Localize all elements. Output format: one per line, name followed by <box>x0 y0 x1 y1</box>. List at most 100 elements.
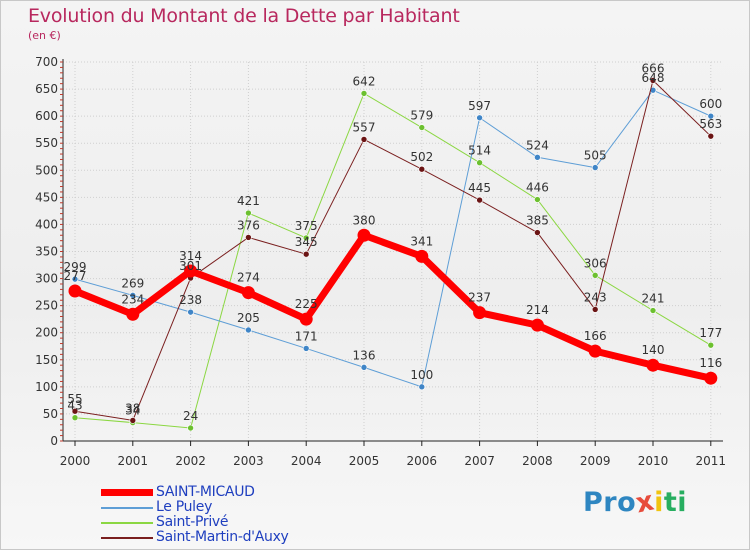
data-label-le-puley: 100 <box>410 368 433 382</box>
data-point-saint-micaud <box>588 344 602 358</box>
y-tick-label: 400 <box>35 217 58 231</box>
data-label-saint-priv-: 446 <box>526 181 549 195</box>
data-label-saint-martin-d-auxy: 301 <box>179 259 202 273</box>
x-tick-label: 2005 <box>349 454 380 468</box>
data-point-le-puley <box>71 275 79 283</box>
data-point-le-puley <box>707 112 715 120</box>
brand-letter: o <box>617 487 637 518</box>
data-label-le-puley: 600 <box>699 97 722 111</box>
legend-item-saint-martin-d-auxy: Saint-Martin-d'Auxy <box>101 530 361 545</box>
data-point-saint-micaud <box>704 371 718 385</box>
y-tick-label: 700 <box>35 55 58 69</box>
data-point-le-puley <box>591 164 599 171</box>
data-point-saint-martin-d-auxy <box>302 250 310 258</box>
legend-swatch-saint-prive <box>101 522 153 524</box>
data-point-saint-micaud <box>68 284 82 298</box>
x-tick-label: 2001 <box>118 454 149 468</box>
data-label-saint-priv-: 421 <box>237 194 260 208</box>
legend-swatch-saint-martin-d-auxy <box>101 537 153 539</box>
data-point-saint-micaud <box>530 318 544 332</box>
data-label-saint-martin-d-auxy: 243 <box>584 290 607 304</box>
data-label-le-puley: 171 <box>295 329 318 343</box>
data-point-saint-martin-d-auxy <box>707 132 715 140</box>
data-point-saint-martin-d-auxy <box>71 407 79 415</box>
data-label-le-puley: 597 <box>468 99 491 113</box>
x-tick-label: 2007 <box>464 454 495 468</box>
data-label-saint-priv-: 306 <box>584 256 607 270</box>
series-line-saint-martin-d-auxy <box>74 79 712 421</box>
data-label-saint-micaud: 225 <box>295 297 318 311</box>
data-label-layer: 43 34 24 421 375 642 579 514 446 306 241 177 299 269 2… <box>64 61 723 423</box>
legend-swatch-saint-micaud <box>101 489 153 496</box>
data-point-le-puley <box>302 345 310 352</box>
data-label-saint-priv-: 579 <box>410 109 433 123</box>
data-label-saint-martin-d-auxy: 502 <box>410 150 433 164</box>
data-point-saint-micaud <box>184 264 198 278</box>
data-label-saint-martin-d-auxy: 445 <box>468 181 491 195</box>
data-label-saint-micaud: 214 <box>526 303 549 317</box>
y-tick-label: 0 <box>50 434 58 448</box>
chart-subtitle: (en €) <box>28 29 61 42</box>
data-label-saint-micaud: 277 <box>64 269 87 283</box>
data-point-le-puley <box>129 292 137 299</box>
data-label-saint-priv-: 34 <box>125 404 140 418</box>
data-point-le-puley <box>418 383 426 391</box>
data-label-saint-micaud: 166 <box>584 329 607 343</box>
data-point-saint-martin-d-auxy <box>129 417 137 424</box>
data-label-saint-priv-: 375 <box>295 219 318 233</box>
data-label-saint-martin-d-auxy: 38 <box>125 401 140 415</box>
data-point-saint-priv- <box>360 90 368 97</box>
legend: SAINT-MICAUD Le Puley Saint-Privé Saint-… <box>101 485 361 545</box>
data-label-saint-micaud: 237 <box>468 291 491 305</box>
legend-swatch-le-puley <box>101 507 153 509</box>
data-point-le-puley <box>187 308 194 316</box>
data-point-saint-martin-d-auxy <box>591 306 599 313</box>
y-tick-label: 350 <box>35 245 58 259</box>
data-label-saint-micaud: 140 <box>642 343 665 357</box>
data-point-saint-martin-d-auxy <box>245 234 252 241</box>
data-label-saint-micaud: 341 <box>410 234 433 248</box>
proxiti-logo: Proxiti <box>583 485 688 519</box>
data-label-saint-micaud: 274 <box>237 271 260 285</box>
data-point-saint-martin-d-auxy <box>534 229 541 236</box>
series-line-le-puley <box>74 89 712 388</box>
x-tick-label: 2010 <box>638 454 669 468</box>
data-point-le-puley <box>649 86 657 94</box>
axis-layer: 0 50 100 150 200 250 300 350 400 450 500 550 600 650 7… <box>35 55 726 468</box>
legend-label-saint-prive: Saint-Privé <box>156 514 229 530</box>
data-point-saint-priv- <box>302 234 310 242</box>
legend-item-le-puley: Le Puley <box>101 500 361 515</box>
brand-letter: P <box>583 487 604 518</box>
data-label-le-puley: 505 <box>584 149 607 163</box>
y-tick-label: 300 <box>35 272 58 286</box>
y-tick-label: 50 <box>43 407 58 421</box>
data-label-le-puley: 269 <box>121 276 144 290</box>
data-point-saint-priv- <box>591 272 599 279</box>
data-point-saint-priv- <box>707 341 715 349</box>
data-label-saint-martin-d-auxy: 385 <box>526 214 549 228</box>
legend-label-le-puley: Le Puley <box>156 499 213 515</box>
brand-letter: i <box>677 487 688 518</box>
data-label-le-puley: 648 <box>642 71 665 85</box>
data-point-saint-priv- <box>187 424 194 432</box>
data-point-saint-micaud <box>299 312 313 326</box>
legend-item-saint-micaud: SAINT-MICAUD <box>101 485 361 500</box>
data-label-le-puley: 136 <box>353 348 376 362</box>
data-point-saint-micaud <box>357 228 371 242</box>
legend-label-saint-micaud: SAINT-MICAUD <box>156 484 255 500</box>
data-label-saint-martin-d-auxy: 55 <box>67 392 82 406</box>
data-point-saint-martin-d-auxy <box>649 77 657 84</box>
data-label-saint-priv-: 43 <box>67 399 82 413</box>
data-point-le-puley <box>245 326 252 334</box>
data-point-saint-priv- <box>418 124 426 131</box>
data-label-saint-martin-d-auxy: 557 <box>353 120 376 134</box>
data-label-saint-micaud: 314 <box>179 249 202 263</box>
x-tick-label: 2003 <box>233 454 264 468</box>
series-layer <box>68 77 718 432</box>
data-label-saint-micaud: 116 <box>699 356 722 370</box>
x-tick-label: 2006 <box>407 454 438 468</box>
data-label-saint-priv-: 177 <box>699 326 722 340</box>
data-label-saint-micaud: 380 <box>353 213 376 227</box>
